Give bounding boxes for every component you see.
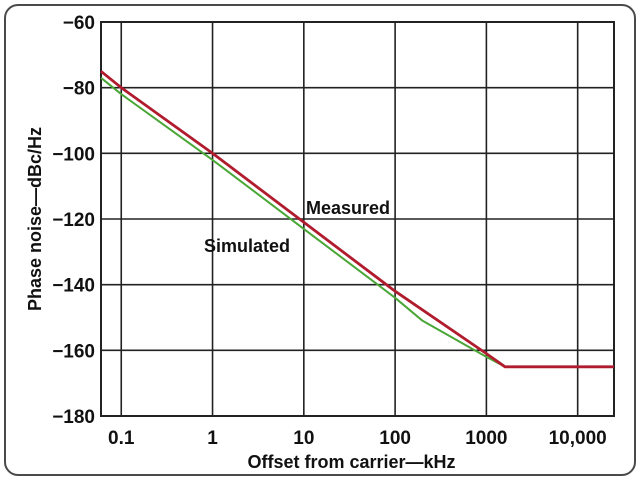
y-tick-labels: −60 −80 −100 −120 −140 −160 −180 (52, 13, 95, 428)
y-tick-label: −180 (52, 407, 95, 428)
y-axis-label: Phase noise—dBc/Hz (25, 127, 45, 311)
grid-lines (101, 21, 614, 417)
series-layer (100, 70, 614, 369)
x-tick-label: 10,000 (549, 428, 607, 449)
series-line-simulated (100, 77, 614, 368)
x-tick-label: 1 (207, 428, 218, 449)
plot-border (100, 21, 615, 417)
x-axis-label: Offset from carrier—kHz (247, 452, 455, 472)
x-tick-label: 100 (379, 428, 411, 449)
y-tick-label: −80 (63, 79, 95, 100)
y-tick-label: −140 (52, 276, 95, 297)
series-line-measured (100, 70, 614, 369)
x-tick-labels: 0.1 1 10 100 1000 10,000 (108, 428, 607, 449)
series-label-simulated: Simulated (204, 236, 290, 256)
series-label-measured: Measured (306, 198, 390, 218)
y-tick-label: −120 (52, 210, 95, 231)
y-tick-label: −60 (63, 13, 95, 34)
y-tick-label: −160 (52, 341, 95, 362)
y-tick-label: −100 (52, 144, 95, 165)
x-tick-label: 10 (293, 428, 314, 449)
x-tick-label: 0.1 (108, 428, 135, 449)
x-tick-label: 1000 (465, 428, 507, 449)
